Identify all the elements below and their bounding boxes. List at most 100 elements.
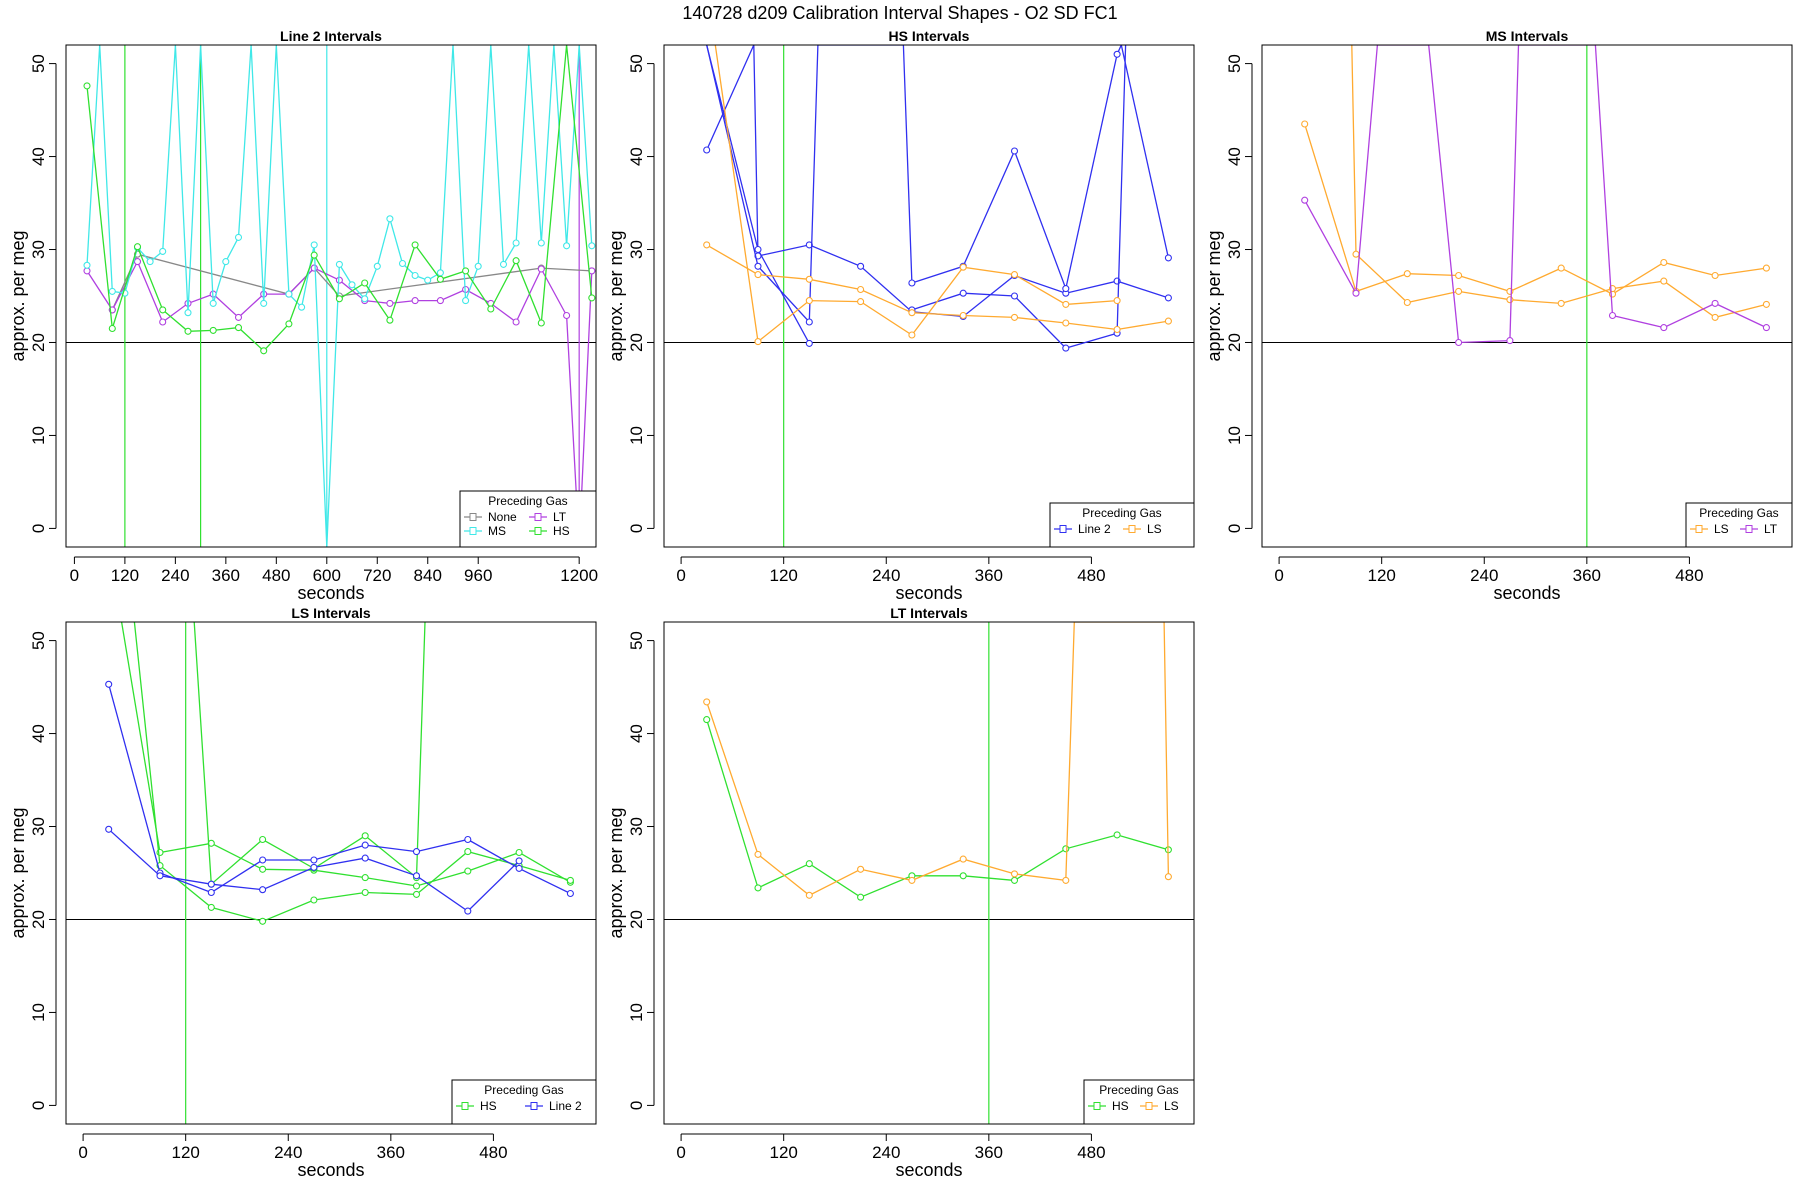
data-point bbox=[133, 258, 142, 266]
x-tick-label: 480 bbox=[1675, 566, 1703, 585]
data-point bbox=[234, 313, 243, 321]
x-tick-label: 0 bbox=[1274, 566, 1283, 585]
data-point bbox=[754, 850, 762, 858]
y-tick-label: 40 bbox=[627, 147, 646, 166]
y-tick-label: 40 bbox=[29, 147, 48, 166]
x-tick-label: 720 bbox=[363, 566, 391, 585]
y-tick-label: 10 bbox=[29, 1003, 48, 1022]
y-tick-label: 40 bbox=[1225, 147, 1244, 166]
panel-ls-intervals: LS Intervals 0 120 240 360 480 seconds 0 10 20 30 4… bbox=[8, 605, 597, 1180]
x-axis-label: seconds bbox=[297, 583, 364, 603]
y-axis-label: approx. per meg bbox=[1204, 230, 1224, 361]
legend-swatch-marker bbox=[1059, 525, 1067, 533]
legend-box bbox=[1049, 502, 1195, 548]
x-tick-label: 360 bbox=[975, 1143, 1003, 1162]
series-group bbox=[703, 622, 1172, 901]
legend-swatch-marker bbox=[461, 1102, 469, 1110]
data-point bbox=[754, 271, 762, 279]
series-group bbox=[83, 45, 596, 547]
data-point bbox=[1711, 299, 1719, 307]
x-axis-label: seconds bbox=[297, 1160, 364, 1180]
data-point bbox=[1062, 344, 1070, 352]
data-point bbox=[805, 339, 813, 347]
data-point bbox=[298, 303, 306, 311]
data-point bbox=[512, 239, 520, 247]
x-axis: 0 120 240 360 480 600 720 840 960 1200 seconds bbox=[70, 556, 598, 603]
x-axis: 0 120 240 360 480 seconds bbox=[1274, 556, 1704, 603]
y-axis-label: approx. per meg bbox=[8, 807, 28, 938]
data-point bbox=[335, 295, 343, 303]
data-point bbox=[464, 848, 472, 856]
data-point bbox=[515, 848, 523, 857]
y-tick-label: 0 bbox=[627, 1101, 646, 1110]
data-point bbox=[1660, 258, 1668, 267]
legend-title: Preceding Gas bbox=[1699, 506, 1778, 520]
legend-entry-ls: LS bbox=[1140, 1099, 1179, 1113]
data-point bbox=[1608, 311, 1617, 320]
series-line-hs bbox=[133, 622, 571, 922]
data-point bbox=[361, 888, 369, 897]
data-point bbox=[1455, 271, 1463, 280]
data-point bbox=[1010, 147, 1019, 155]
data-point bbox=[754, 884, 762, 892]
data-point bbox=[207, 903, 215, 911]
data-point bbox=[156, 872, 164, 880]
y-tick-label: 40 bbox=[29, 724, 48, 743]
data-point bbox=[703, 146, 711, 154]
x-tick-label: 0 bbox=[78, 1143, 87, 1162]
data-point bbox=[234, 233, 243, 241]
data-point bbox=[515, 864, 523, 872]
plot-frame bbox=[663, 621, 1195, 1125]
y-axis-label: approx. per meg bbox=[606, 230, 626, 361]
legend-label: Line 2 bbox=[549, 1099, 582, 1113]
data-point bbox=[805, 891, 813, 899]
x-axis-label: seconds bbox=[895, 583, 962, 603]
x-tick-label: 600 bbox=[313, 566, 341, 585]
data-point bbox=[1557, 264, 1565, 272]
data-point bbox=[83, 82, 91, 90]
x-tick-label: 120 bbox=[769, 1143, 797, 1162]
legend-title: Preceding Gas bbox=[484, 1083, 563, 1097]
data-point bbox=[1062, 876, 1070, 884]
y-tick-label: 0 bbox=[29, 1101, 48, 1110]
x-tick-label: 240 bbox=[161, 566, 189, 585]
data-point bbox=[285, 320, 293, 328]
data-point bbox=[436, 297, 444, 305]
legend-label: LT bbox=[553, 510, 567, 524]
data-point bbox=[234, 324, 243, 332]
y-tick-label: 30 bbox=[29, 817, 48, 836]
legend-entry-ms: MS bbox=[464, 524, 506, 538]
data-point bbox=[1660, 324, 1668, 332]
data-point bbox=[1455, 287, 1463, 295]
data-point bbox=[259, 835, 267, 844]
data-point bbox=[335, 260, 343, 268]
legend: Preceding Gas LS LT bbox=[1685, 502, 1793, 548]
y-tick-label: 50 bbox=[627, 54, 646, 73]
data-point bbox=[857, 298, 865, 306]
panel-lt-intervals: LT Intervals 0 120 240 360 480 seconds 0 10 20 30 4… bbox=[606, 605, 1195, 1180]
y-tick-label: 50 bbox=[627, 631, 646, 650]
series-line-line-2 bbox=[911, 45, 1127, 349]
x-tick-label: 360 bbox=[975, 566, 1003, 585]
data-point bbox=[1352, 250, 1360, 258]
legend-label: HS bbox=[1112, 1099, 1129, 1113]
data-point bbox=[1455, 338, 1463, 347]
y-tick-label: 40 bbox=[627, 724, 646, 743]
y-tick-label: 20 bbox=[29, 910, 48, 929]
x-tick-label: 480 bbox=[1077, 566, 1105, 585]
x-axis: 0 120 240 360 480 seconds bbox=[676, 1133, 1106, 1180]
x-tick-label: 120 bbox=[1367, 566, 1395, 585]
legend-swatch-marker bbox=[534, 513, 542, 521]
panel-title: MS Intervals bbox=[1486, 28, 1569, 44]
y-tick-label: 0 bbox=[29, 524, 48, 533]
data-point bbox=[805, 297, 813, 305]
data-point bbox=[959, 311, 967, 320]
data-point bbox=[222, 258, 230, 266]
data-point bbox=[908, 309, 916, 317]
data-point bbox=[1506, 337, 1514, 345]
data-point bbox=[1711, 271, 1719, 280]
x-tick-label: 120 bbox=[111, 566, 139, 585]
x-axis: 0 120 240 360 480 seconds bbox=[676, 556, 1106, 603]
data-point bbox=[411, 271, 419, 280]
legend-swatch-marker bbox=[1745, 525, 1753, 533]
